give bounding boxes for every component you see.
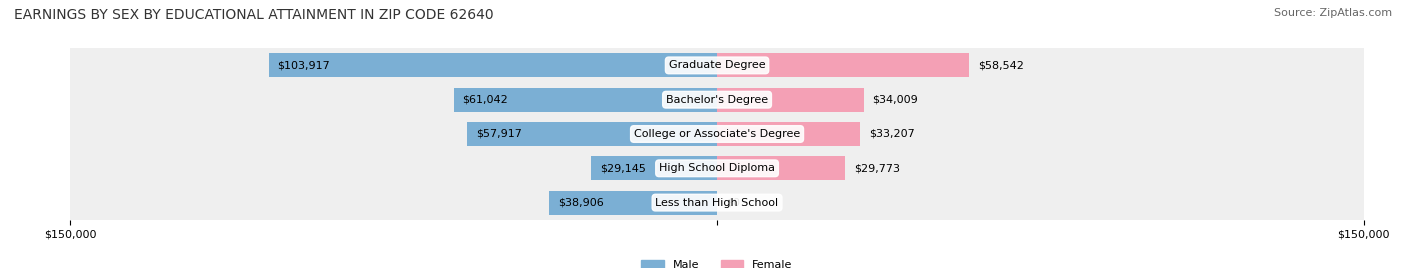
Text: $0: $0: [725, 198, 740, 208]
Text: $57,917: $57,917: [477, 129, 522, 139]
Bar: [717, 88, 863, 112]
Bar: [70, 48, 1364, 83]
Bar: [70, 117, 1364, 151]
Text: $33,207: $33,207: [869, 129, 915, 139]
Text: Source: ZipAtlas.com: Source: ZipAtlas.com: [1274, 8, 1392, 18]
Bar: [70, 185, 1364, 220]
Text: College or Associate's Degree: College or Associate's Degree: [634, 129, 800, 139]
Text: $29,145: $29,145: [600, 163, 645, 173]
Text: $61,042: $61,042: [463, 95, 508, 105]
Text: Graduate Degree: Graduate Degree: [669, 60, 765, 70]
Text: $34,009: $34,009: [872, 95, 918, 105]
Text: $29,773: $29,773: [853, 163, 900, 173]
Text: $58,542: $58,542: [979, 60, 1024, 70]
Bar: [717, 122, 860, 146]
Bar: [269, 53, 717, 77]
Bar: [717, 53, 970, 77]
Bar: [454, 88, 717, 112]
Bar: [717, 156, 845, 180]
Text: $38,906: $38,906: [558, 198, 603, 208]
Bar: [70, 151, 1364, 185]
Bar: [70, 83, 1364, 117]
Text: Less than High School: Less than High School: [655, 198, 779, 208]
Bar: [550, 191, 717, 215]
Text: EARNINGS BY SEX BY EDUCATIONAL ATTAINMENT IN ZIP CODE 62640: EARNINGS BY SEX BY EDUCATIONAL ATTAINMEN…: [14, 8, 494, 22]
Text: Bachelor's Degree: Bachelor's Degree: [666, 95, 768, 105]
Text: $103,917: $103,917: [277, 60, 330, 70]
Text: High School Diploma: High School Diploma: [659, 163, 775, 173]
Bar: [592, 156, 717, 180]
Bar: [467, 122, 717, 146]
Legend: Male, Female: Male, Female: [637, 255, 797, 268]
